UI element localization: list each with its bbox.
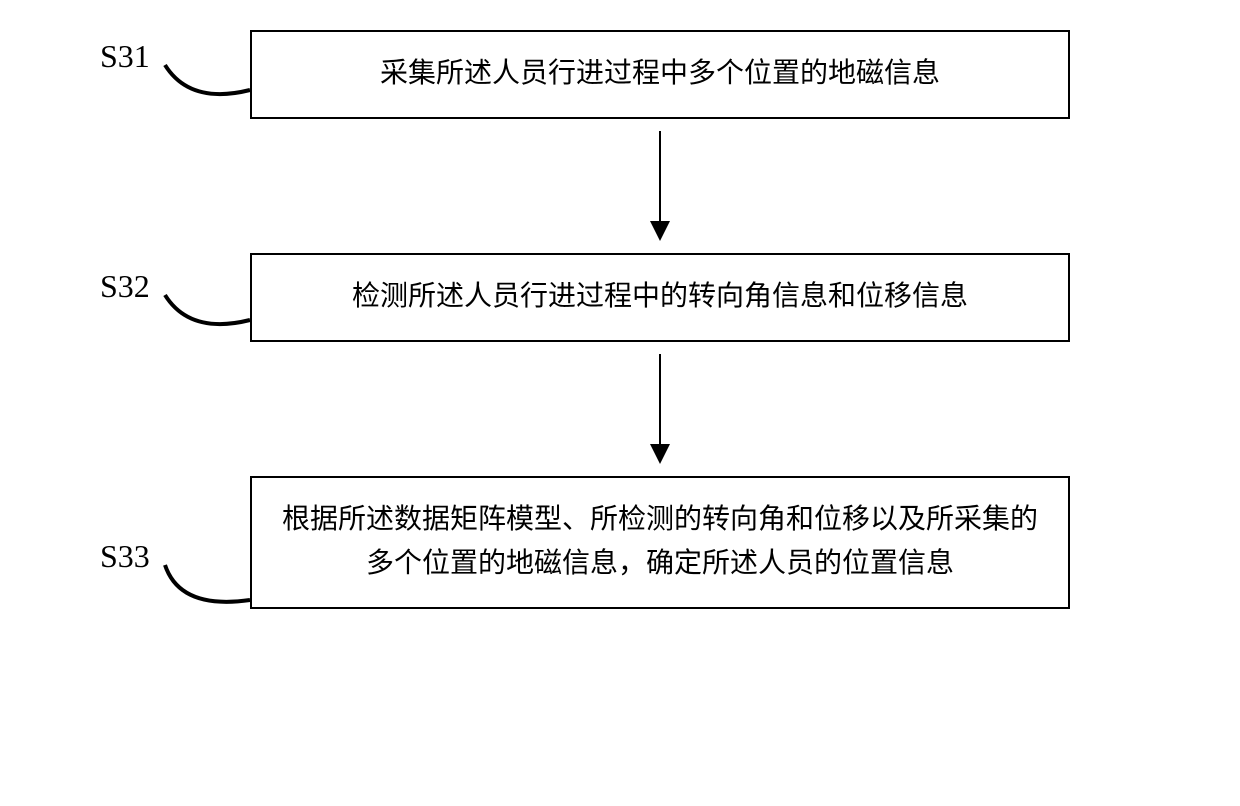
step-box-s31: 采集所述人员行进过程中多个位置的地磁信息 bbox=[250, 30, 1070, 119]
connector-s32 bbox=[160, 285, 260, 345]
step-label-s33: S33 bbox=[100, 538, 150, 575]
connector-s33 bbox=[160, 555, 260, 620]
arrow-2 bbox=[250, 342, 1070, 476]
arrow-1 bbox=[250, 119, 1070, 253]
step-text-s32: 检测所述人员行进过程中的转向角信息和位移信息 bbox=[352, 281, 968, 312]
step-label-s32: S32 bbox=[100, 268, 150, 305]
connector-s31 bbox=[160, 55, 260, 115]
step-box-s32: 检测所述人员行进过程中的转向角信息和位移信息 bbox=[250, 253, 1070, 342]
step-text-s33: 根据所述数据矩阵模型、所检测的转向角和位移以及所采集的多个位置的地磁信息，确定所… bbox=[282, 504, 1038, 580]
step-box-s33: 根据所述数据矩阵模型、所检测的转向角和位移以及所采集的多个位置的地磁信息，确定所… bbox=[250, 476, 1070, 610]
step-text-s31: 采集所述人员行进过程中多个位置的地磁信息 bbox=[380, 58, 940, 89]
step-label-s31: S31 bbox=[100, 38, 150, 75]
flowchart-container: S31 采集所述人员行进过程中多个位置的地磁信息 S32 检测所述人员行进过程中… bbox=[170, 30, 1070, 609]
